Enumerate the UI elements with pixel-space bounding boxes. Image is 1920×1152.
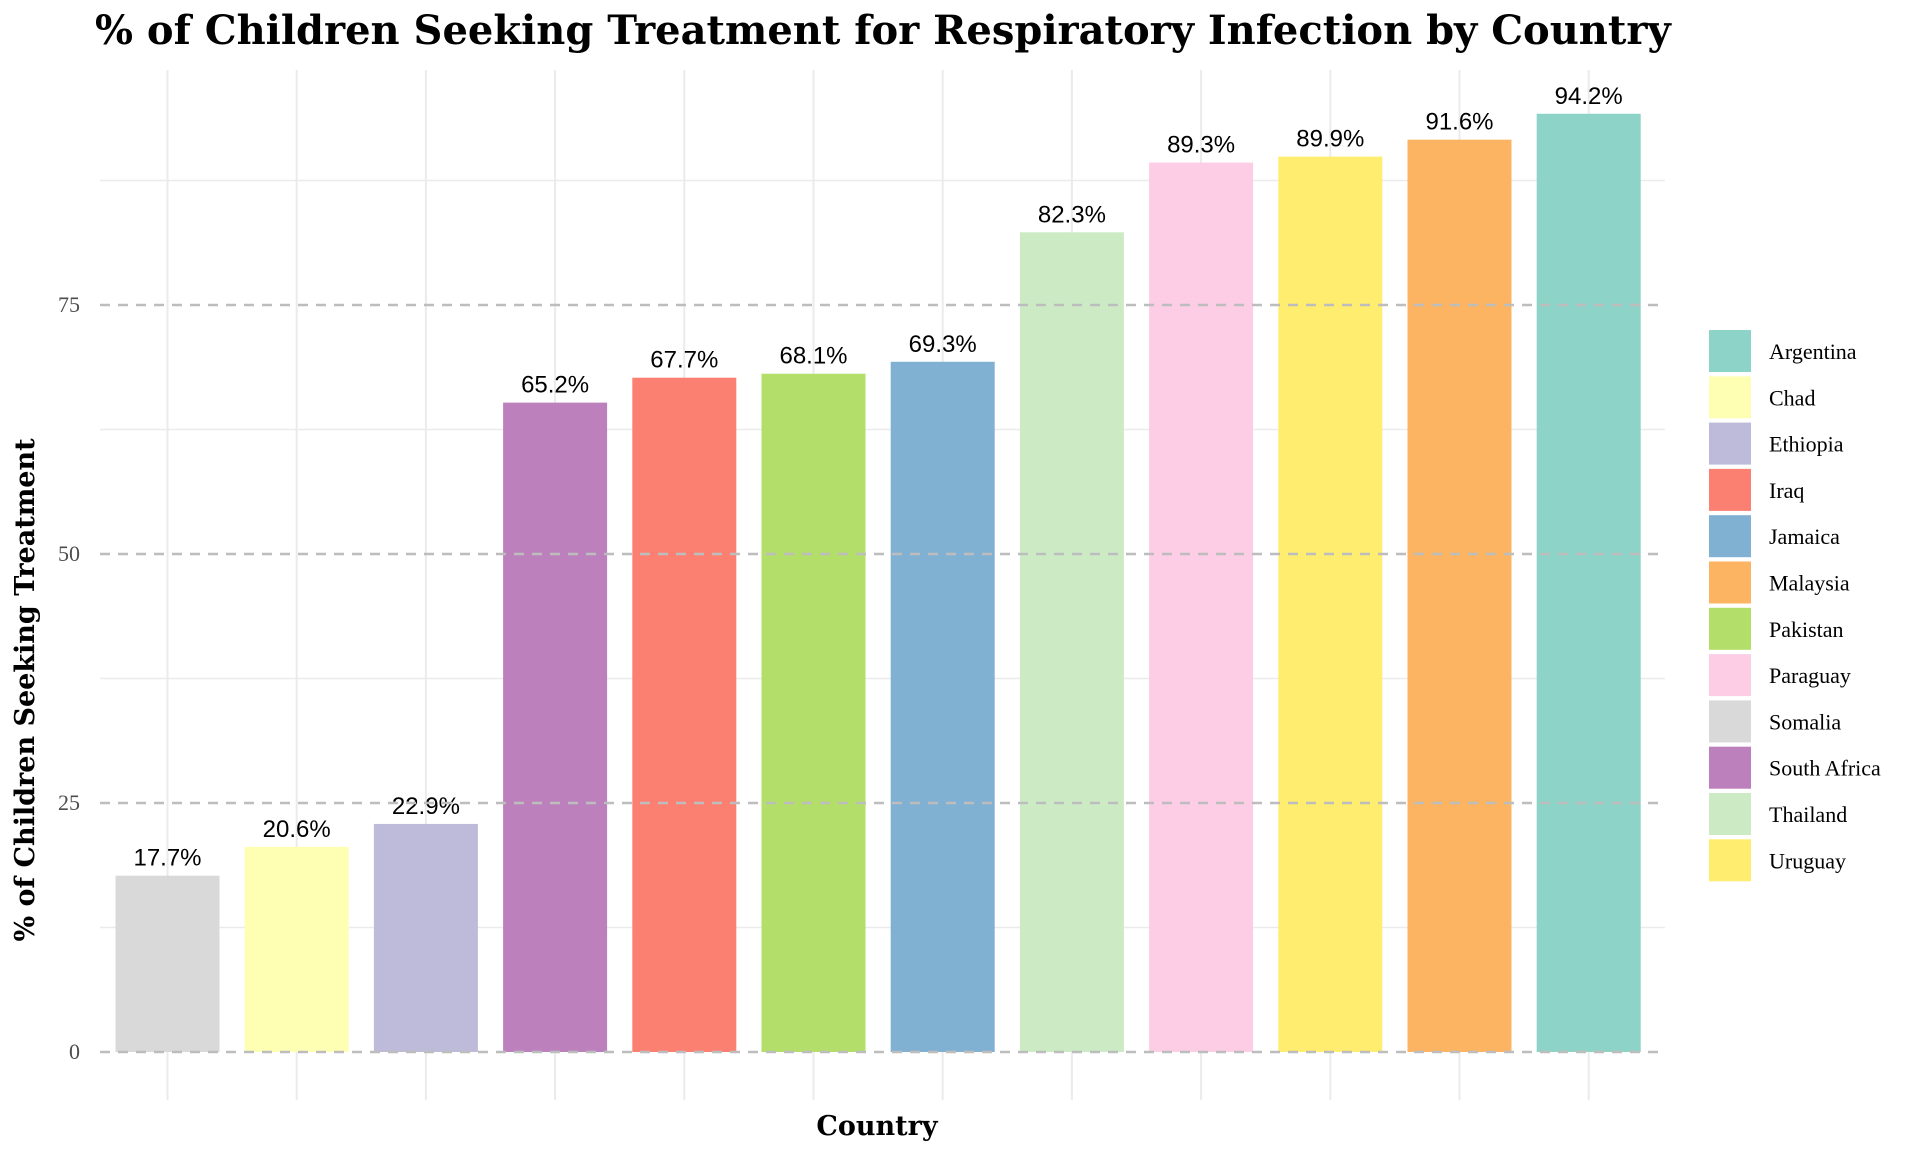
bar-value-label: 67.7%: [650, 347, 718, 374]
bar-pakistan: [761, 373, 866, 1052]
y-tick-label: 50: [58, 541, 80, 566]
bar-value-labels: 17.7% 20.6% 22.9% 65.2% 67.7% 68.1% 69.3% 82.3%…: [133, 83, 1622, 872]
bar-south-africa: [503, 402, 608, 1052]
bar-value-label: 65.2%: [521, 372, 589, 399]
y-tick-label: 0: [69, 1039, 80, 1064]
bar-argentina: [1536, 113, 1641, 1052]
legend-swatch: [1709, 746, 1751, 789]
bar-value-label: 82.3%: [1038, 201, 1106, 228]
legend-swatch: [1709, 654, 1751, 697]
chart-title: % of Children Seeking Treatment for Resp…: [95, 7, 1672, 54]
legend-swatch: [1709, 376, 1751, 419]
y-axis-tick-labels: 0 25 50 75: [58, 292, 80, 1064]
bar-value-label: 20.6%: [263, 816, 331, 843]
bar-value-label: 69.3%: [909, 331, 977, 358]
legend-label: Chad: [1769, 385, 1815, 410]
bar-value-label: 89.3%: [1167, 132, 1235, 159]
bar-thailand: [1019, 232, 1124, 1053]
bar-paraguay: [1149, 162, 1254, 1052]
bar-value-label: 89.9%: [1296, 126, 1364, 153]
legend-swatch: [1709, 607, 1751, 650]
legend-swatch: [1709, 422, 1751, 465]
bar-value-label: 17.7%: [133, 845, 201, 872]
legend-swatch: [1709, 330, 1751, 372]
legend-label: Jamaica: [1769, 524, 1840, 549]
legend-label: Malaysia: [1769, 571, 1850, 596]
bar-uruguay: [1278, 156, 1383, 1052]
y-tick-label: 25: [58, 790, 80, 815]
bars: [115, 113, 1641, 1053]
legend-label: Argentina: [1769, 339, 1857, 364]
bar-value-label: 22.9%: [392, 793, 460, 820]
legend-swatch: [1709, 793, 1751, 835]
legend-label: South Africa: [1769, 756, 1881, 781]
legend-swatch: [1709, 700, 1751, 743]
bar-somalia: [115, 875, 220, 1052]
legend-label: Paraguay: [1769, 663, 1851, 688]
legend-swatch: [1709, 839, 1751, 882]
x-axis-title: Country: [816, 1111, 938, 1142]
bar-value-label: 68.1%: [779, 343, 847, 370]
legend-label: Pakistan: [1769, 617, 1844, 642]
legend-label: Ethiopia: [1769, 432, 1844, 457]
bar-value-label: 94.2%: [1555, 83, 1623, 110]
legend-swatch: [1709, 561, 1751, 604]
legend-label: Uruguay: [1769, 848, 1846, 873]
bar-ethiopia: [373, 823, 478, 1052]
bar-chad: [244, 846, 349, 1052]
legend: Argentina Chad Ethiopia Iraq Jamaica Malaysia…: [1709, 330, 1881, 882]
y-tick-label: 75: [58, 292, 80, 317]
bar-iraq: [632, 377, 737, 1052]
legend-swatch: [1709, 515, 1751, 558]
legend-swatch: [1709, 468, 1751, 511]
bar-malaysia: [1407, 139, 1512, 1052]
legend-label: Thailand: [1769, 802, 1847, 827]
legend-label: Somalia: [1769, 709, 1841, 734]
bar-jamaica: [890, 361, 995, 1053]
y-axis-title: % of Children Seeking Treatment: [10, 438, 41, 942]
bar-value-label: 91.6%: [1425, 109, 1493, 136]
legend-label: Iraq: [1769, 478, 1804, 503]
